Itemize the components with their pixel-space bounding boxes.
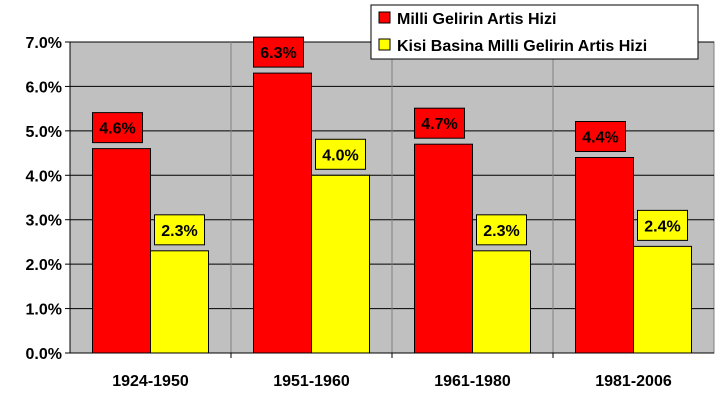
y-tick-label: 7.0% — [26, 35, 62, 52]
data-label: 4.6% — [99, 121, 135, 138]
x-category-label: 1924-1950 — [112, 373, 189, 390]
data-label: 2.3% — [483, 223, 519, 240]
data-label: 2.4% — [644, 218, 680, 235]
data-label-box — [476, 214, 527, 246]
y-tick-label: 0.0% — [26, 346, 62, 363]
data-label: 2.3% — [161, 223, 197, 240]
data-label-box — [637, 209, 688, 241]
bar-series-2 — [633, 245, 692, 354]
bar-series-1 — [253, 72, 312, 354]
bar-series-2 — [311, 174, 370, 354]
y-tick-label: 5.0% — [26, 124, 62, 141]
bar-series-1 — [575, 157, 634, 354]
x-category-label: 1961-1980 — [434, 373, 511, 390]
data-label-box — [154, 214, 205, 246]
y-tick-label: 2.0% — [26, 257, 62, 274]
bar-series-1 — [414, 143, 473, 354]
legend-box — [370, 4, 699, 60]
data-label: 4.0% — [322, 147, 358, 164]
legend-swatch-series-2 — [378, 38, 391, 51]
x-category-label: 1981-2006 — [595, 373, 672, 390]
legend-label-series-1: Milli Gelirin Artis Hizi — [397, 11, 556, 28]
data-label-box — [92, 112, 143, 144]
x-axis: 1924-1950 1951-1960 1961-1980 1981-2006 — [70, 352, 714, 390]
y-tick-label: 1.0% — [26, 302, 62, 319]
bar-series-2 — [472, 250, 531, 354]
y-axis: 0.0% 1.0% 2.0% 3.0% 4.0% 5.0% 6.0% 7.0% — [26, 35, 71, 363]
x-category-label: 1951-1960 — [273, 373, 350, 390]
y-tick-label: 4.0% — [26, 168, 62, 185]
legend: Milli Gelirin Artis Hizi Kisi Basina Mil… — [370, 4, 699, 60]
y-tick-label: 6.0% — [26, 79, 62, 96]
y-tick-label: 3.0% — [26, 213, 62, 230]
data-label: 4.4% — [582, 130, 618, 147]
data-labels: 4.6% 2.3% 6.3% 4.0% 4.7% 2.3% 4.4% 2.4% — [92, 36, 688, 246]
bar-series-2 — [150, 250, 209, 354]
bars — [92, 72, 692, 354]
data-label-box — [575, 121, 626, 153]
data-label: 4.7% — [421, 116, 457, 133]
data-label: 6.3% — [260, 45, 296, 62]
legend-label-series-2: Kisi Basina Milli Gelirin Artis Hizi — [397, 38, 647, 55]
data-label-box — [253, 36, 304, 68]
data-label-box — [414, 107, 465, 139]
legend-swatch-series-1 — [378, 11, 391, 24]
data-label-box — [315, 138, 366, 170]
bar-series-1 — [92, 148, 151, 354]
